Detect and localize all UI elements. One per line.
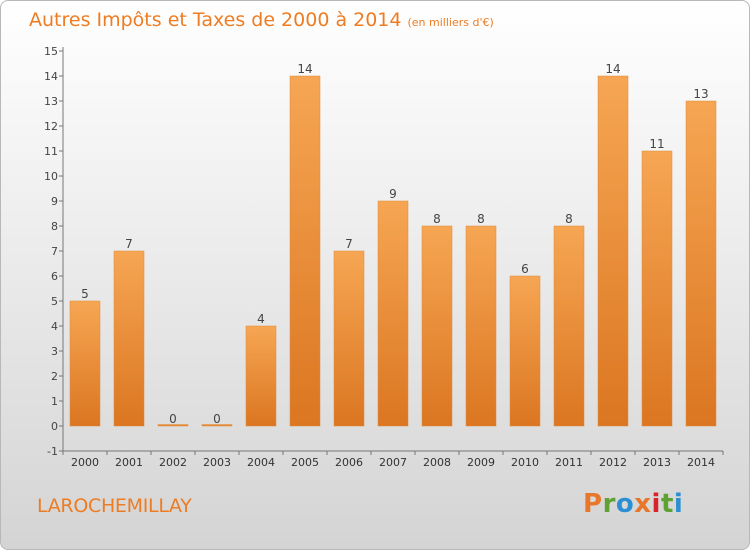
data-label: 7: [125, 237, 133, 251]
chart-subtitle: (en milliers d'€): [407, 16, 494, 29]
bar: [69, 300, 101, 427]
y-tick-label: 0: [51, 420, 58, 433]
data-label: 4: [257, 312, 265, 326]
data-label: 0: [169, 412, 177, 426]
bar: [553, 225, 585, 427]
x-tick-label: 2005: [291, 456, 319, 469]
x-tick-label: 2001: [115, 456, 143, 469]
bar: [597, 75, 629, 427]
y-tick-label: 10: [44, 170, 58, 183]
bar: [465, 225, 497, 427]
bar: [421, 225, 453, 427]
logo-letter: i: [673, 489, 684, 519]
y-tick-label: 12: [44, 120, 58, 133]
data-label: 6: [521, 262, 529, 276]
y-tick-label: 3: [51, 345, 58, 358]
logo-letter: i: [651, 489, 661, 519]
data-label: 9: [389, 187, 397, 201]
y-tick-label: 9: [51, 195, 58, 208]
logo-letter: P: [583, 489, 603, 519]
bar: [377, 200, 409, 427]
x-tick-label: 2010: [511, 456, 539, 469]
data-label: 13: [693, 87, 708, 101]
logo-letter: x: [634, 489, 652, 519]
bar: [201, 424, 233, 427]
bar: [333, 250, 365, 427]
y-tick-label: 6: [51, 270, 58, 283]
bar: [113, 250, 145, 427]
y-tick-label: -1: [47, 445, 58, 458]
data-label: 0: [213, 412, 221, 426]
y-tick-label: 2: [51, 370, 58, 383]
data-label: 8: [433, 212, 441, 226]
proxiti-logo: Proxiti: [583, 489, 683, 519]
y-tick-label: 4: [51, 320, 58, 333]
x-tick-label: 2012: [599, 456, 627, 469]
y-tick-label: 5: [51, 295, 58, 308]
logo-letter: t: [660, 489, 674, 519]
x-tick-label: 2011: [555, 456, 583, 469]
data-label: 8: [477, 212, 485, 226]
chart-title-text: Autres Impôts et Taxes de 2000 à 2014: [29, 9, 402, 31]
commune-name: LAROCHEMILLAY: [37, 495, 192, 517]
x-tick-label: 2008: [423, 456, 451, 469]
bar: [157, 424, 189, 427]
data-label: 7: [345, 237, 353, 251]
data-label: 14: [297, 62, 312, 76]
x-tick-label: 2002: [159, 456, 187, 469]
logo-letter: o: [615, 489, 635, 519]
logo-letter: r: [602, 489, 616, 519]
y-tick-label: 7: [51, 245, 58, 258]
x-tick-label: 2003: [203, 456, 231, 469]
bar: [685, 100, 717, 427]
bar: [509, 275, 541, 427]
data-label: 14: [605, 62, 620, 76]
x-tick-label: 2009: [467, 456, 495, 469]
y-tick-label: 14: [44, 70, 58, 83]
data-label: 8: [565, 212, 573, 226]
data-label: 11: [649, 137, 664, 151]
x-tick-label: 2000: [71, 456, 99, 469]
y-tick-label: 1: [51, 395, 58, 408]
y-tick-label: 11: [44, 145, 58, 158]
bar: [245, 325, 277, 427]
y-tick-label: 13: [44, 95, 58, 108]
x-tick-label: 2006: [335, 456, 363, 469]
bar: [289, 75, 321, 427]
y-tick-label: 8: [51, 220, 58, 233]
x-tick-label: 2013: [643, 456, 671, 469]
y-tick-label: 15: [44, 45, 58, 58]
data-label: 5: [81, 287, 89, 301]
x-tick-label: 2004: [247, 456, 275, 469]
bar: [641, 150, 673, 427]
chart-title: Autres Impôts et Taxes de 2000 à 2014 (en…: [29, 9, 494, 31]
x-tick-label: 2014: [687, 456, 715, 469]
x-tick-label: 2007: [379, 456, 407, 469]
